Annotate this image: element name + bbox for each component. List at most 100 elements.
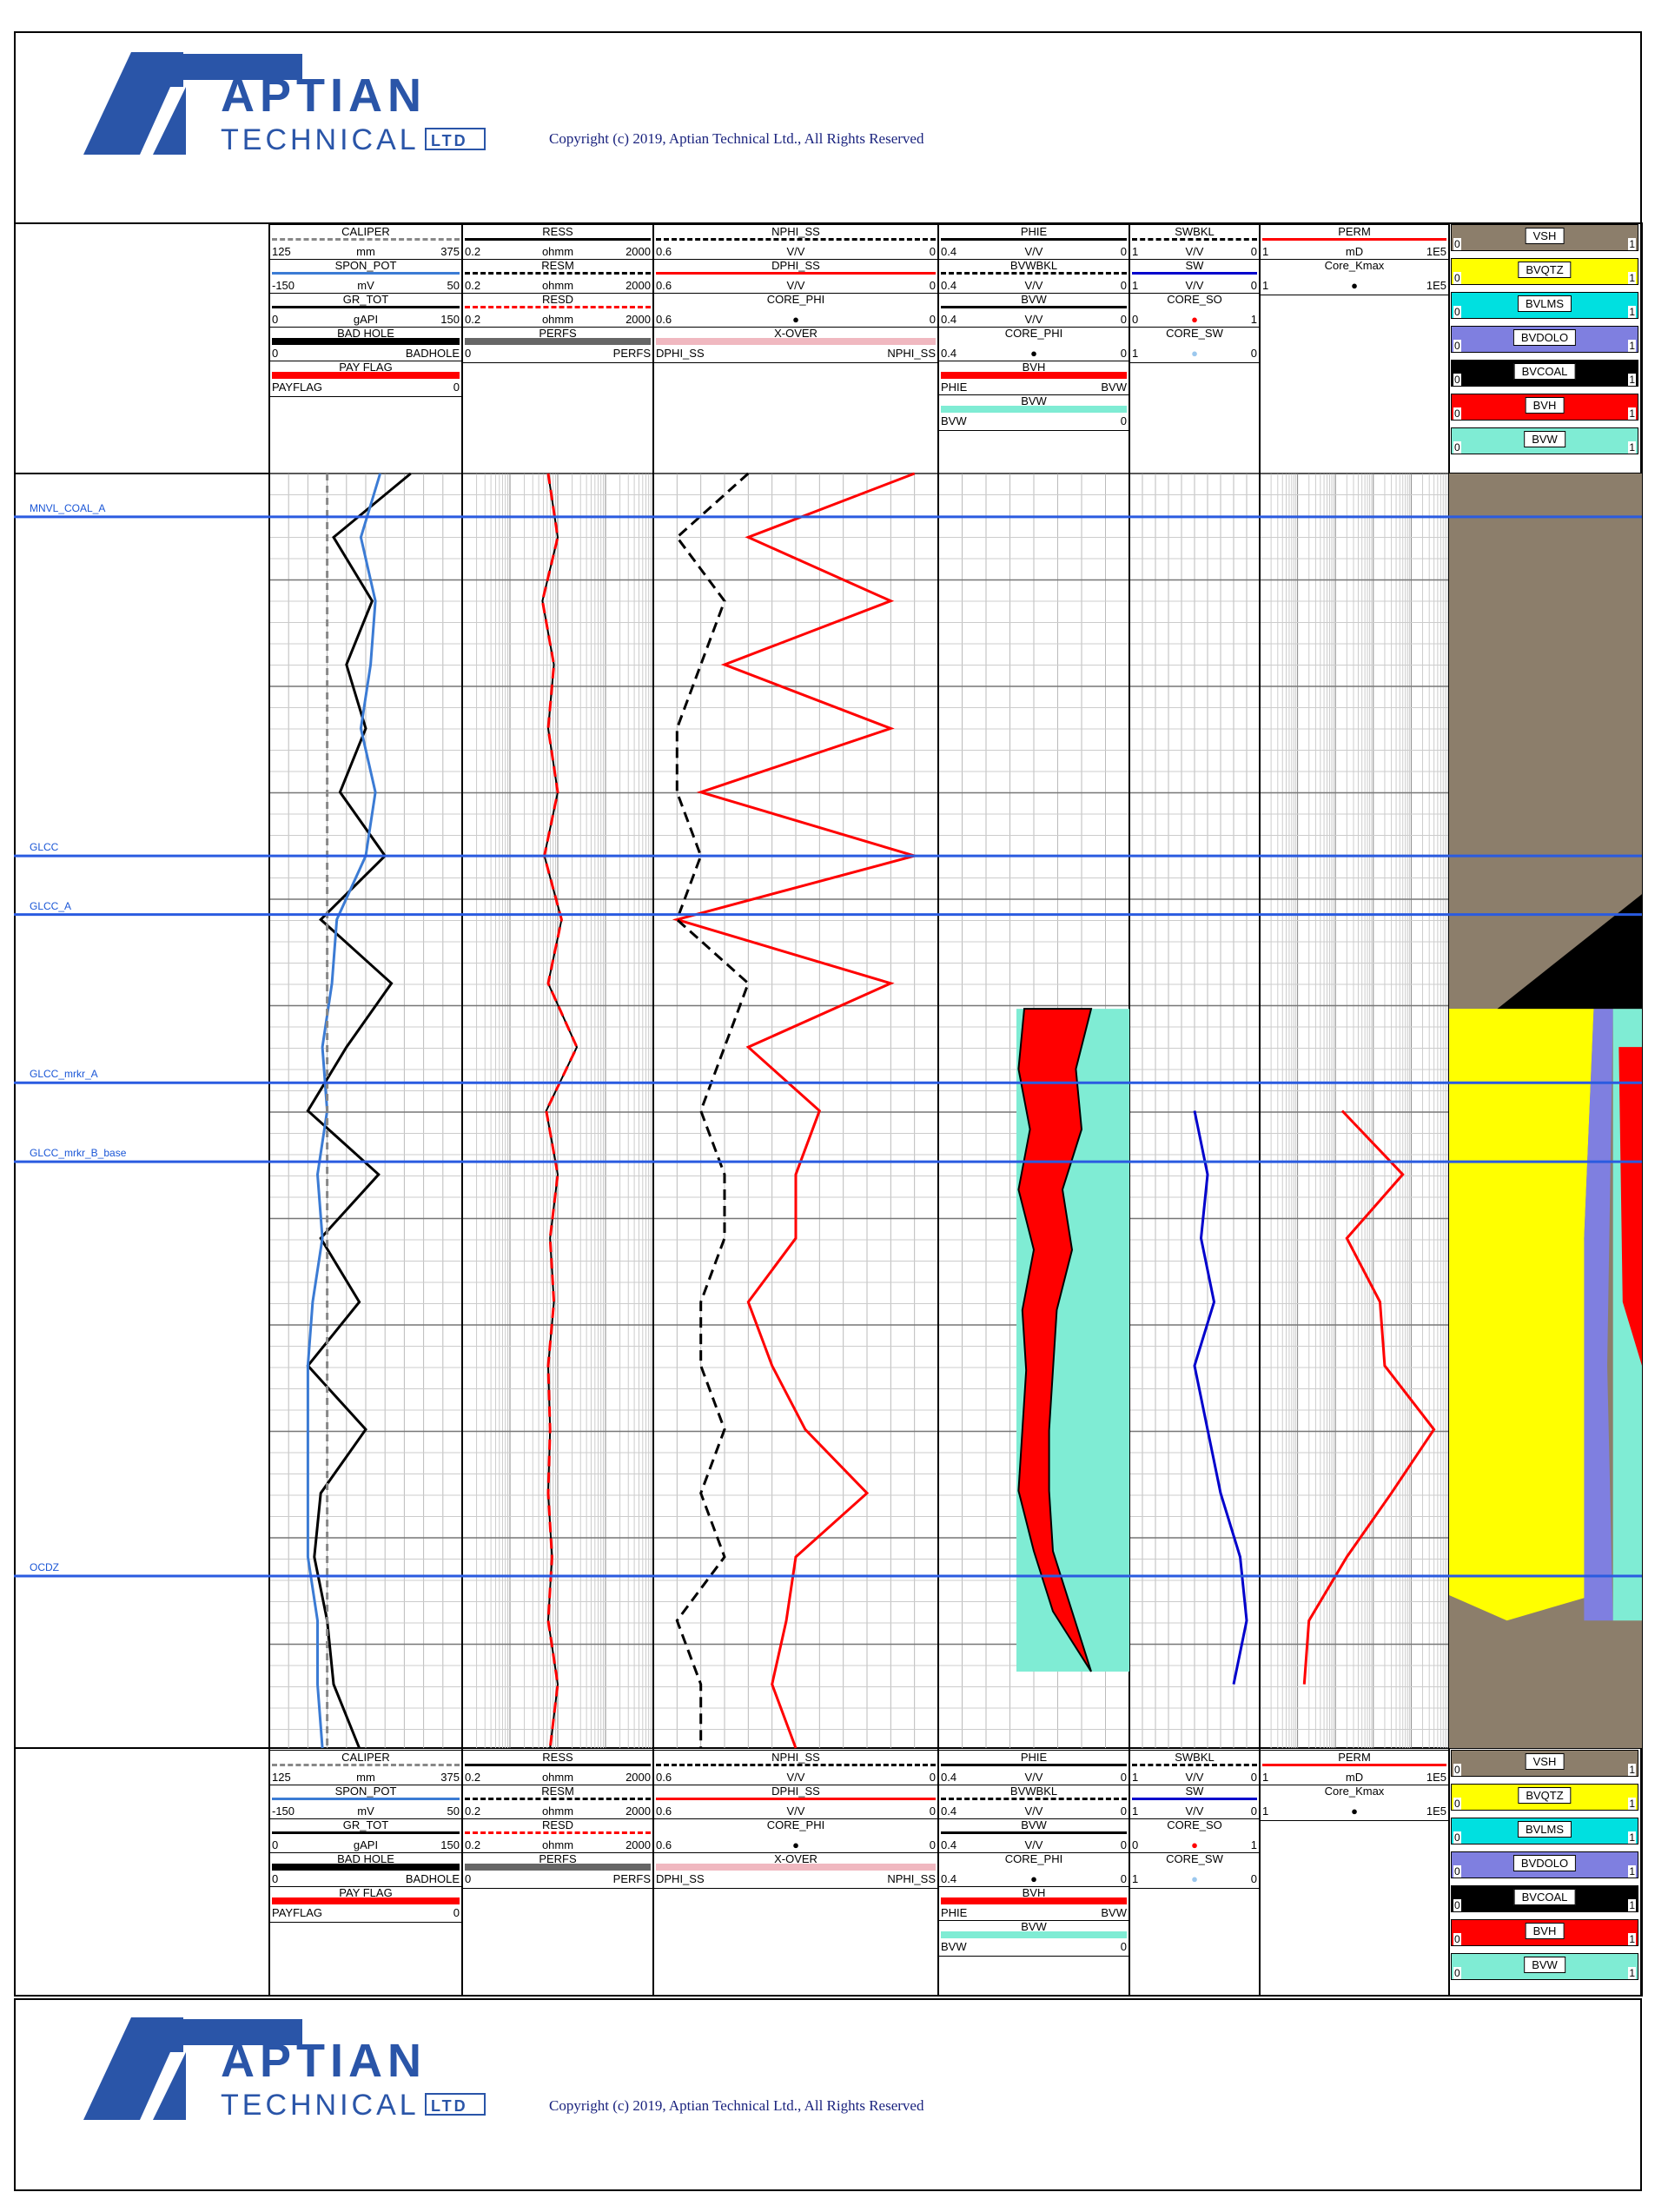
scale-max: 375 [440, 1771, 460, 1784]
scale-unit: ● [1191, 313, 1198, 326]
curve-name: RESM [541, 1785, 574, 1798]
scale-min: DPHI_SS [656, 1872, 705, 1885]
curve-header-bvw: BVW BVW 0 [939, 1920, 1129, 1954]
curve-name: RESS [542, 225, 573, 238]
curve-name: SW [1185, 259, 1204, 272]
scale-min: DPHI_SS [656, 347, 705, 360]
curve-line-sample [465, 1831, 651, 1834]
lith-min: 0 [1453, 1831, 1461, 1844]
curve-header-core_phi: CORE_PHI 0.6 ● 0 [654, 1818, 937, 1852]
curve-name: Core_Kmax [1324, 259, 1385, 272]
curve-line-sample [1262, 238, 1446, 241]
scale-min: 125 [272, 1771, 291, 1784]
scale-max: 0 [929, 279, 936, 292]
curve-header-sw: SW 1 V/V 0 [1130, 259, 1259, 293]
scale-max: 0 [1120, 1940, 1127, 1953]
scale-min: 1 [1262, 279, 1269, 292]
lith-max: 1 [1628, 238, 1636, 250]
scale-unit: ohmm [541, 1771, 574, 1784]
lith-min: 0 [1453, 340, 1461, 352]
curve-line-sample [1132, 272, 1257, 275]
scale-max: 0 [1120, 1805, 1127, 1818]
company-logo-bottom: APTIAN TECHNICAL LTD [83, 2017, 492, 2122]
scale-max: 150 [440, 313, 460, 326]
curve-header-bvh: BVH PHIE BVW [939, 361, 1129, 394]
scale-max: 0 [1120, 245, 1127, 258]
lith-name: BVW [1524, 431, 1565, 447]
scale-max: 0 [1120, 279, 1127, 292]
curve-line-sample [941, 1764, 1127, 1766]
curve-header-resd: RESD 0.2 ohmm 2000 [463, 293, 652, 327]
scale-min: 0.4 [941, 245, 957, 258]
scale-max: 1E5 [1426, 245, 1446, 258]
lith-max: 1 [1628, 306, 1636, 318]
scale-max: 0 [929, 313, 936, 326]
curve-header-caliper: CALIPER 125 mm 375 [270, 225, 461, 259]
scale-max: 0 [453, 381, 460, 394]
header-t3: NPHI_SS 0.6 V/V 0 DPHI_SS 0.6 V/V 0 CORE_PHI 0.6 ●… [653, 224, 938, 363]
curve-name: GR_TOT [342, 293, 389, 306]
curve-header-dphi_ss: DPHI_SS 0.6 V/V 0 [654, 1785, 937, 1818]
curve-line-sample [465, 1764, 651, 1766]
curve-line-sample [465, 338, 651, 345]
scale-min: 1 [1132, 1771, 1139, 1784]
curve-header-spon_pot: SPON_POT -150 mV 50 [270, 1785, 461, 1818]
lith-min: 0 [1453, 1865, 1461, 1878]
scale-max: 0 [929, 1805, 936, 1818]
scale-min: 1 [1262, 1805, 1269, 1818]
scale-min: 0.6 [656, 1805, 672, 1818]
curve-header-bvw: BVW 0.4 V/V 0 [939, 293, 1129, 327]
curve-line-sample [941, 238, 1127, 241]
lith-name: BVLMS [1517, 295, 1572, 312]
company-logo: APTIAN TECHNICAL LTD [83, 52, 492, 156]
scale-unit: V/V [1024, 1771, 1043, 1784]
scale-max: 150 [440, 1838, 460, 1851]
scale-max: NPHI_SS [887, 347, 936, 360]
curve-name: BVWBKL [1009, 1785, 1058, 1798]
scale-max: 0 [929, 1838, 936, 1851]
lith-min: 0 [1453, 238, 1461, 250]
curve-header-phie: PHIE 0.4 V/V 0 [939, 225, 1129, 259]
lith-name: VSH [1525, 228, 1565, 244]
curve-name: SW [1185, 1785, 1204, 1798]
curve-line-sample [941, 1831, 1127, 1834]
curve-header-ress: RESS 0.2 ohmm 2000 [463, 225, 652, 259]
curve-name: PERM [1338, 1751, 1371, 1764]
curve-header-core_sw: CORE_SW 1 ● 0 [1130, 1852, 1259, 1886]
scale-min: 0.2 [465, 245, 481, 258]
curve-name: X-OVER [774, 327, 817, 340]
scale-max: 0 [1120, 313, 1127, 326]
scale-min: 0.6 [656, 1838, 672, 1851]
scale-min: 0.6 [656, 245, 672, 258]
lith-name: VSH [1525, 1753, 1565, 1770]
scale-min: 0.6 [656, 279, 672, 292]
curve-name: BVW [1021, 1920, 1047, 1933]
curve-line-sample [941, 306, 1127, 308]
scale-max: 50 [447, 279, 460, 292]
curve-header-swbkl: SWBKL 1 V/V 0 [1130, 225, 1259, 259]
lith-max: 1 [1628, 441, 1636, 454]
curve-header-bad hole: BAD HOLE 0 BADHOLE [270, 327, 461, 361]
lith-legend-bvlms: BVLMS 0 1 [1451, 292, 1638, 319]
scale-min: -150 [272, 1805, 295, 1818]
lith-max: 1 [1628, 1967, 1636, 1979]
curve-line-sample [465, 1864, 651, 1871]
curve-name: DPHI_SS [771, 1785, 820, 1798]
scale-min: PAYFLAG [272, 381, 323, 394]
curve-header-perfs: PERFS 0 PERFS [463, 1852, 652, 1886]
curve-line-sample [465, 272, 651, 275]
scale-min: 0 [272, 347, 279, 360]
scale-max: 1E5 [1426, 279, 1446, 292]
curve-line-sample [272, 272, 460, 275]
scale-min: 0 [465, 347, 472, 360]
lith-name: BVQTZ [1518, 262, 1572, 278]
scale-min: BVW [941, 414, 967, 427]
curve-name: CALIPER [341, 1751, 390, 1764]
scale-min: 1 [1262, 245, 1269, 258]
scale-unit: V/V [1185, 1805, 1204, 1818]
scale-min: 1 [1132, 1805, 1139, 1818]
lith-name: BVH [1525, 397, 1565, 414]
lith-max: 1 [1628, 374, 1636, 386]
curve-line-sample [941, 272, 1127, 275]
lith-min: 0 [1453, 407, 1461, 420]
